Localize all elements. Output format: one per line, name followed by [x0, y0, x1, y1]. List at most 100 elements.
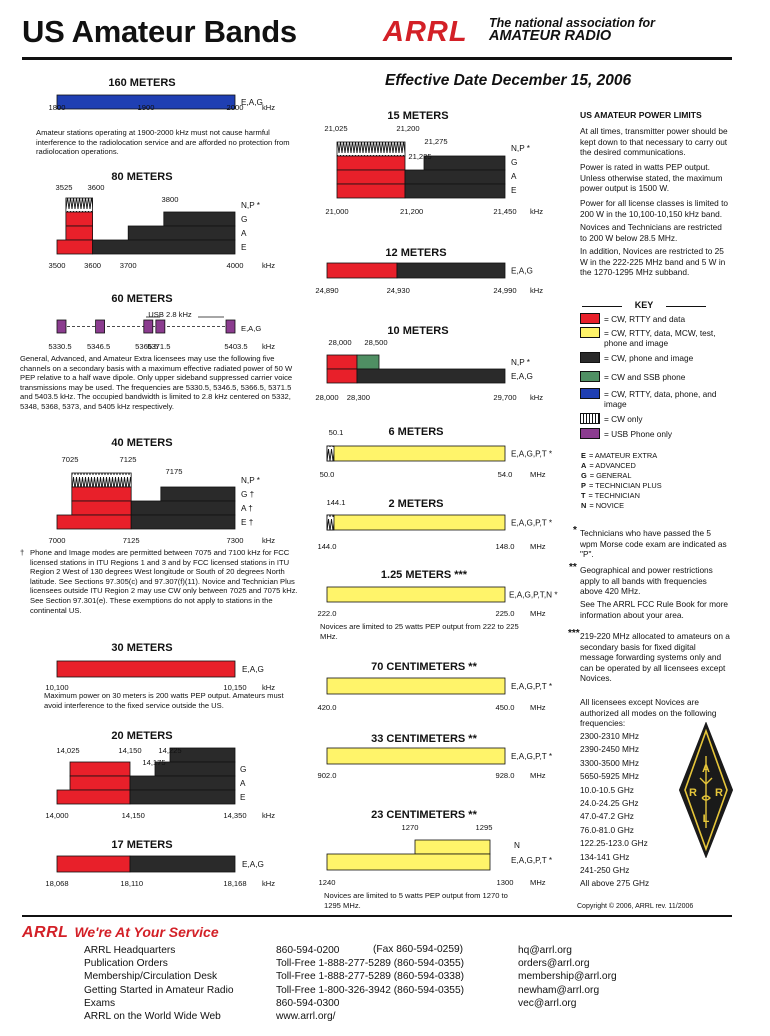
band-40-class: A †	[241, 504, 253, 513]
band-15-segment	[336, 141, 406, 157]
license-class: P = TECHNICIAN PLUS	[581, 481, 662, 491]
band-2-tick-label: 144.0	[317, 542, 336, 551]
band-60-tick-label: 5366.5	[135, 342, 158, 351]
frequency-item: 10.0-10.5 GHz	[580, 784, 634, 795]
diamond-letter-a: A	[702, 763, 710, 775]
band-40-top-label: 7125	[120, 455, 137, 464]
band-40-tick-label: 7000	[49, 536, 66, 545]
band-80-segment	[92, 239, 236, 255]
band-30-unit: kHz	[262, 683, 275, 692]
note-40-text: Phone and Image modes are permitted betw…	[30, 548, 298, 615]
band-80-tick-label: 4000	[227, 261, 244, 270]
band-12-tick-label: 24,890	[315, 286, 338, 295]
band-33-class: E,A,G,P,T *	[511, 752, 553, 761]
phone-item[interactable]: Toll-Free 1-888-277-5289 (860-594-0355)	[276, 958, 465, 970]
key-swatch-yellow	[580, 327, 600, 338]
email-link[interactable]: vec@arrl.org	[518, 997, 577, 1009]
diamond-letter-l: L	[703, 813, 710, 825]
band-17-segment	[129, 855, 236, 873]
band-23-class: E,A,G,P,T *	[511, 856, 553, 865]
band-40-segment	[130, 500, 236, 516]
email-link[interactable]: hq@arrl.org	[518, 945, 572, 956]
email-link[interactable]: orders@arrl.org	[518, 958, 590, 970]
band-20-unit: kHz	[262, 811, 275, 820]
band-33-tick-label: 902.0	[317, 771, 336, 780]
band-6-segment	[326, 445, 506, 462]
band-40-segment	[71, 472, 132, 488]
band-2-cw-segment	[326, 514, 335, 531]
license-class: N = NOVICE	[581, 501, 624, 511]
band-30-class: E,A,G	[242, 665, 264, 674]
band-15-class: N,P *	[511, 144, 531, 153]
band-60-channel	[225, 319, 236, 334]
band-40-segment	[160, 486, 236, 502]
band-80-class: A	[241, 229, 247, 238]
license-code: P	[581, 481, 586, 490]
band-17-segment	[56, 855, 131, 873]
note-125: Novices are limited to 25 watts PEP outp…	[320, 622, 519, 641]
service-title: We're At Your Service	[74, 924, 219, 940]
license-desc: = GENERAL	[589, 471, 632, 480]
band-20-top-label: 14,150	[118, 746, 141, 755]
band-17-tick-label: 18,110	[120, 879, 143, 888]
phone-item[interactable]: 860-594-0200	[276, 945, 340, 956]
license-code: E	[581, 451, 586, 460]
band-15-segment	[336, 183, 406, 199]
band-15-tick-label: 21,450	[493, 207, 516, 216]
key-label: = CW only	[604, 414, 643, 424]
note-40: † Phone and Image modes are permitted be…	[20, 548, 300, 615]
band-15-segment	[404, 169, 506, 185]
frequency-item: 24.0-24.25 GHz	[580, 798, 639, 809]
band-160-tick-label: 1900	[138, 103, 155, 112]
band-40-top-label: 7025	[62, 455, 79, 464]
tagline-line2: AMATEUR RADIO	[489, 28, 612, 44]
band-2-tick-label: 148.0	[495, 542, 514, 551]
band-15-tick-label: 21,000	[325, 207, 348, 216]
band-40-top-label: 7175	[166, 467, 183, 476]
band-title-33: 33 CENTIMETERS **	[371, 733, 477, 745]
phone-item[interactable]: 860-594-0300	[276, 997, 340, 1009]
band-80-top-label: 3600	[88, 183, 105, 192]
band-80-segment	[65, 197, 94, 213]
email-link[interactable]: newham@arrl.org	[518, 984, 600, 996]
band-125-tick-label: 222.0	[317, 609, 336, 618]
band-15-class: G	[511, 158, 517, 167]
band-10-segment	[356, 354, 380, 370]
band-title-2: 2 METERS	[388, 498, 443, 510]
band-12-segment	[326, 262, 398, 279]
band-15-segment	[336, 155, 406, 171]
service-heading: ARRL We're At Your Service	[22, 924, 219, 942]
band-80-class: G	[241, 215, 247, 224]
band-12-unit: kHz	[530, 286, 543, 295]
band-12-class: E,A,G	[511, 267, 533, 276]
band-23-class: N	[514, 841, 520, 850]
band-2-segment	[326, 514, 506, 531]
band-23-unit: MHz	[530, 878, 546, 887]
band-80-unit: kHz	[262, 261, 275, 270]
band-40-class: G †	[241, 490, 254, 499]
email-link[interactable]: membership@arrl.org	[518, 971, 617, 983]
band-10-unit: kHz	[530, 393, 543, 402]
band-6-tick-label: 54.0	[498, 470, 513, 479]
band-40-tick-label: 7125	[123, 536, 140, 545]
key-label: = CW, phone and image	[604, 353, 694, 363]
band-15-top-label: 21,225	[408, 152, 431, 161]
service-item: Publication Orders	[84, 958, 168, 970]
key-label: = CW, RTTY, data, MCW, test, phone and i…	[604, 328, 716, 348]
key-label: = CW, RTTY and data	[604, 314, 686, 324]
band-10-class: N,P *	[511, 358, 531, 367]
band-title-12: 12 METERS	[385, 247, 446, 259]
band-20-segment	[129, 789, 236, 805]
band-60-class: E,A,G	[241, 324, 261, 333]
phone-item[interactable]: www.arrl.org/	[276, 1011, 336, 1023]
band-40-segment	[71, 486, 132, 502]
phone-item[interactable]: Toll-Free 1-800-326-3942 (860-594-0355)	[276, 984, 465, 996]
power-p1: At all times, transmitter power should b…	[580, 126, 728, 157]
key-swatch-green	[580, 371, 600, 382]
band-60-channel	[56, 319, 67, 334]
key-label: = CW and SSB phone	[604, 372, 686, 382]
band-60-channel	[95, 319, 105, 334]
license-code: T	[581, 491, 586, 500]
band-10-segment	[326, 368, 358, 384]
phone-item[interactable]: Toll-Free 1-888-277-5289 (860-594-0338)	[276, 971, 465, 983]
